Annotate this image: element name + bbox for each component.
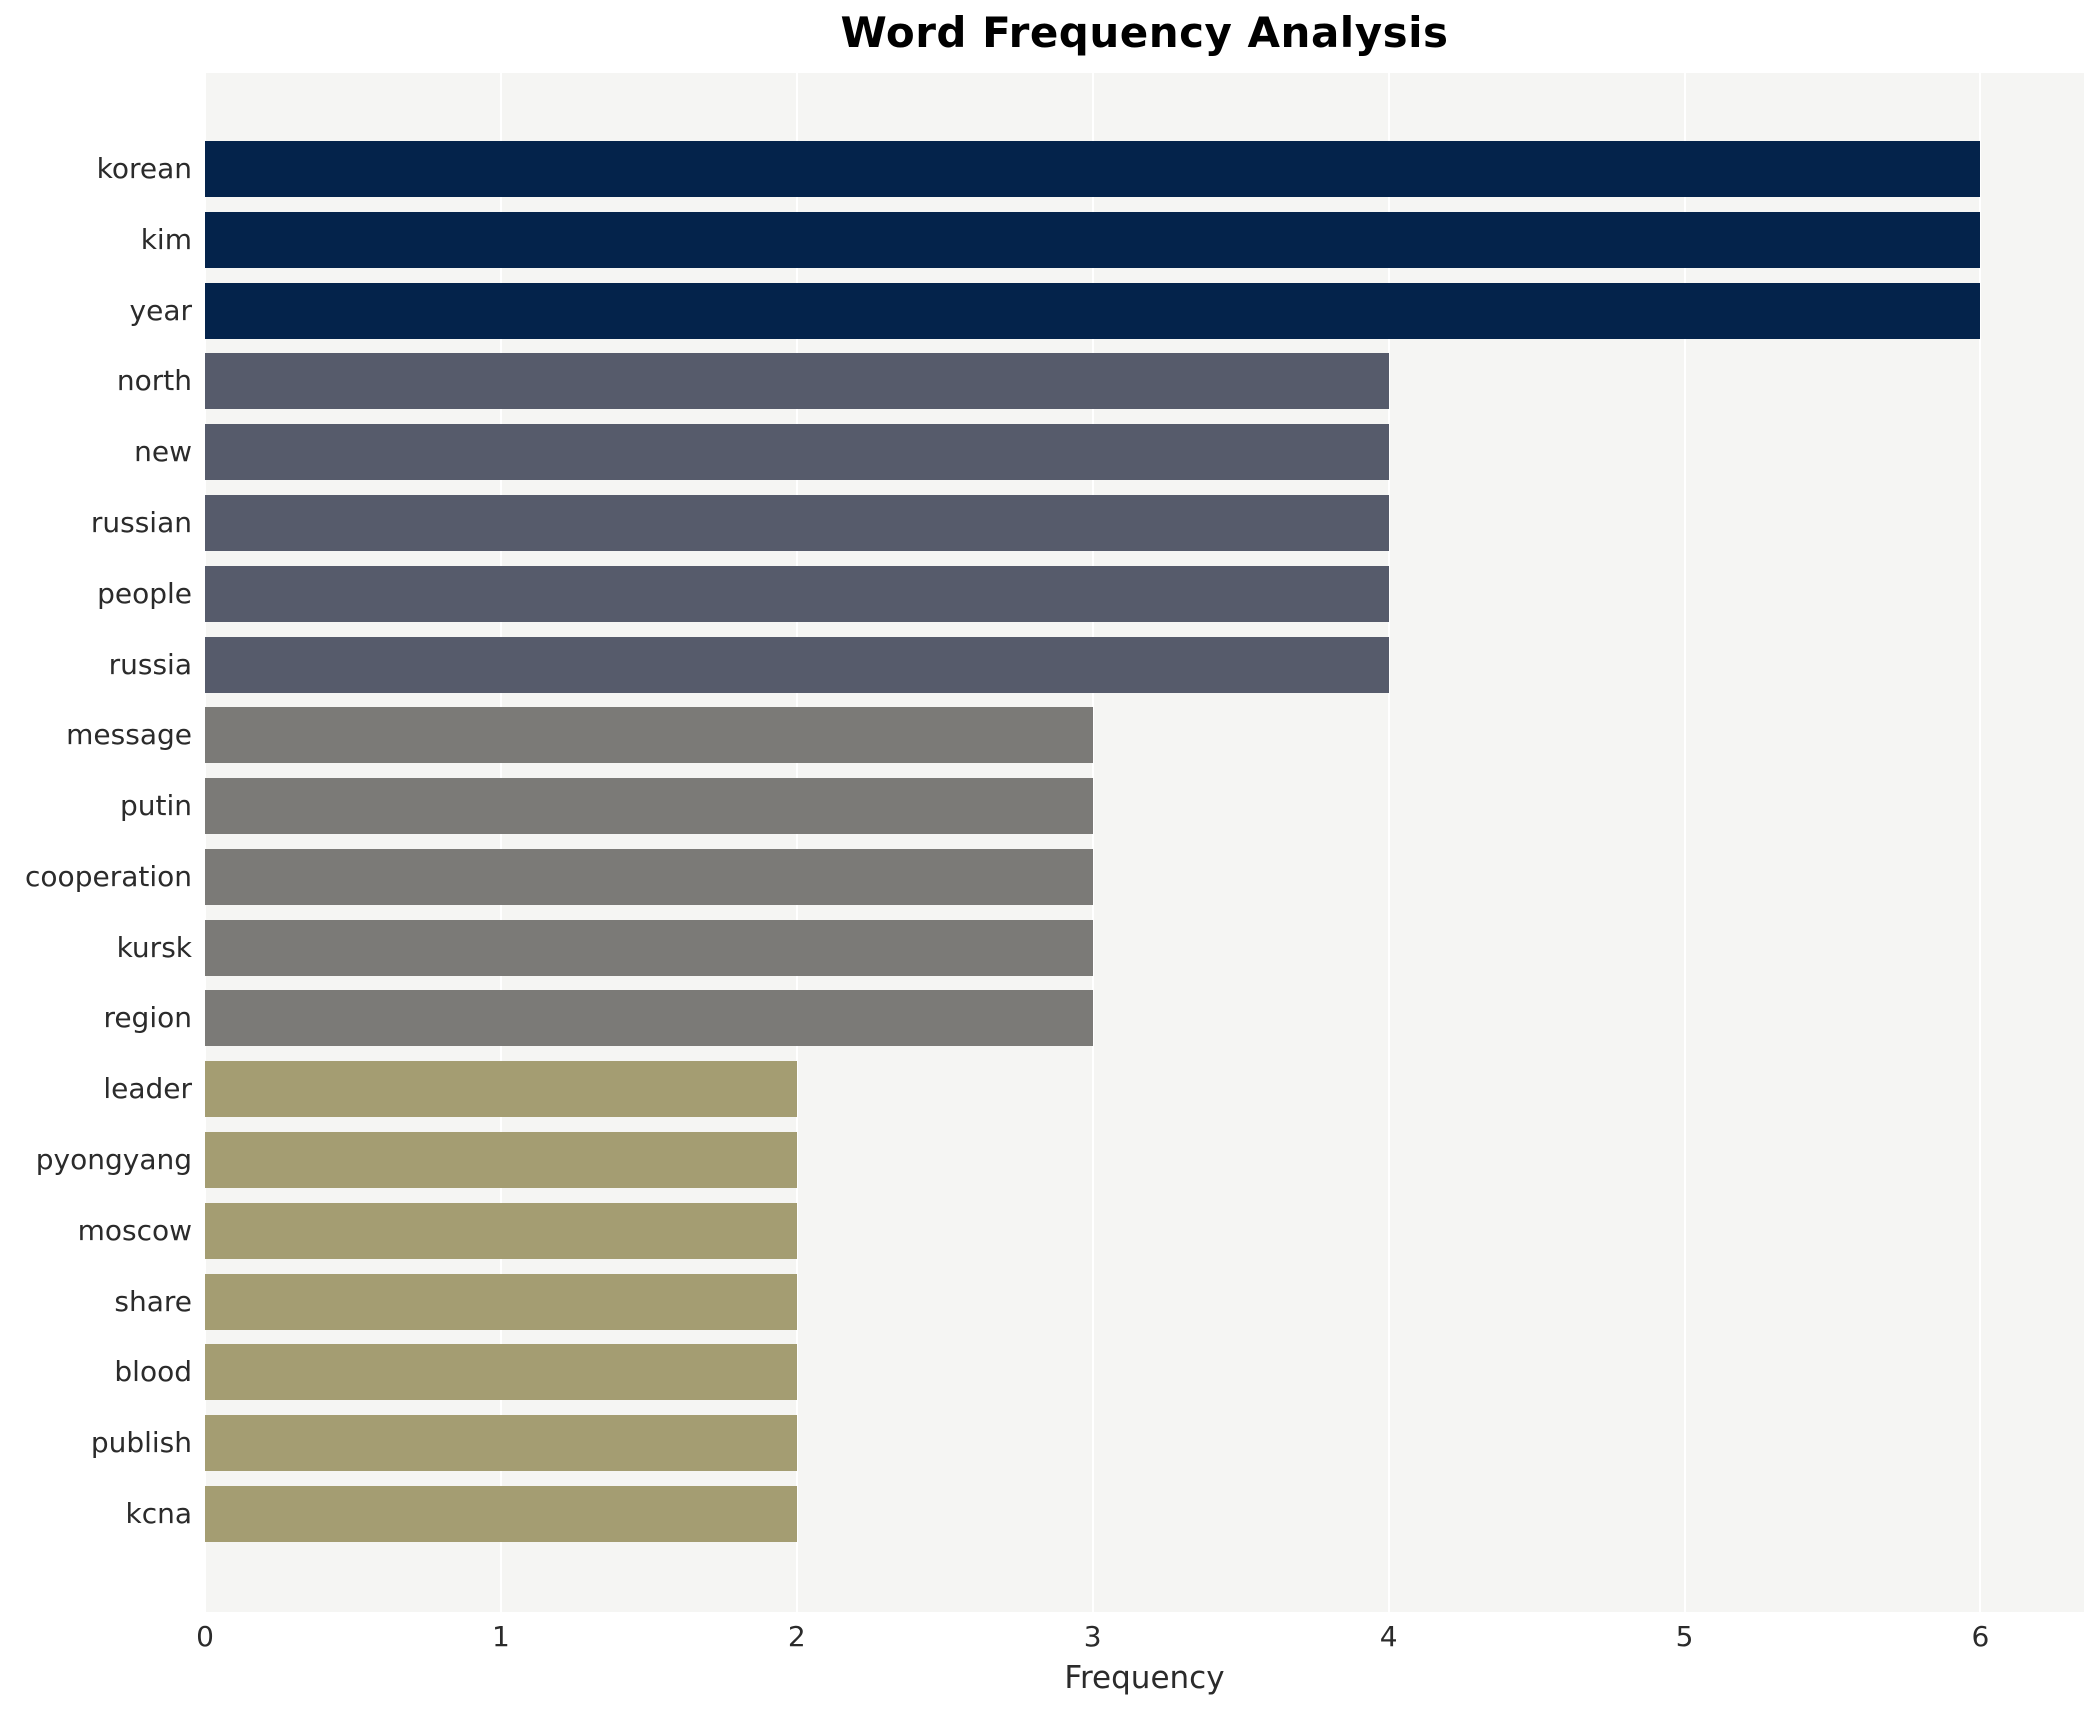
y-tick-label-share: share <box>114 1284 192 1318</box>
y-tick-label-russia: russia <box>108 647 192 681</box>
plot-area <box>204 73 2084 1612</box>
bar-publish <box>205 1415 797 1472</box>
bar-blood <box>205 1344 797 1401</box>
x-tick-label-2: 2 <box>787 1620 806 1653</box>
y-tick-label-north: north <box>116 364 192 398</box>
x-tick-label-1: 1 <box>491 1620 510 1653</box>
y-tick-label-kcna: kcna <box>125 1497 192 1530</box>
x-axis-title: Frequency <box>1064 1660 1225 1696</box>
gridline-x-4 <box>1387 73 1390 1612</box>
gridline-x-5 <box>1683 73 1686 1612</box>
x-tick-label-6: 6 <box>1971 1620 1990 1653</box>
bar-moscow <box>205 1202 797 1259</box>
bar-year <box>205 282 1981 339</box>
y-tick-label-new: new <box>134 435 192 469</box>
y-tick-label-pyongyang: pyongyang <box>35 1143 192 1177</box>
bar-kcna <box>205 1486 797 1542</box>
y-tick-label-blood: blood <box>114 1355 192 1389</box>
bar-putin <box>205 778 1093 835</box>
gridline-x-3 <box>1091 73 1094 1612</box>
chart-title: Word Frequency Analysis <box>840 8 1449 57</box>
bar-pyongyang <box>205 1132 797 1189</box>
bar-region <box>205 990 1093 1047</box>
y-tick-label-leader: leader <box>103 1072 192 1106</box>
x-tick-label-5: 5 <box>1675 1620 1694 1653</box>
bar-russian <box>205 494 1389 551</box>
bar-kursk <box>205 919 1093 976</box>
bar-new <box>205 424 1389 481</box>
y-tick-label-year: year <box>129 293 192 327</box>
bar-cooperation <box>205 848 1093 905</box>
gridline-x-1 <box>499 73 502 1612</box>
bar-north <box>205 353 1389 410</box>
y-tick-label-kursk: kursk <box>116 930 192 964</box>
bar-korean <box>205 141 1981 197</box>
y-tick-label-cooperation: cooperation <box>25 859 192 893</box>
gridline-x-0 <box>204 73 206 1612</box>
y-tick-label-region: region <box>103 1001 192 1035</box>
bar-message <box>205 707 1093 764</box>
x-tick-label-4: 4 <box>1379 1620 1398 1653</box>
bar-share <box>205 1273 797 1330</box>
y-tick-label-kim: kim <box>140 222 192 256</box>
bar-kim <box>205 211 1981 268</box>
y-tick-label-people: people <box>97 576 192 610</box>
y-tick-label-message: message <box>66 718 192 752</box>
y-tick-label-russian: russian <box>90 505 192 539</box>
bar-russia <box>205 636 1389 693</box>
x-tick-label-3: 3 <box>1083 1620 1102 1653</box>
bar-people <box>205 565 1389 622</box>
y-tick-label-putin: putin <box>119 789 192 823</box>
y-tick-label-korean: korean <box>96 152 192 185</box>
y-tick-label-moscow: moscow <box>77 1213 192 1247</box>
gridline-x-6 <box>1979 73 1982 1612</box>
bar-leader <box>205 1061 797 1118</box>
y-tick-label-publish: publish <box>90 1426 192 1460</box>
x-tick-label-0: 0 <box>196 1620 214 1653</box>
gridline-x-2 <box>795 73 798 1612</box>
